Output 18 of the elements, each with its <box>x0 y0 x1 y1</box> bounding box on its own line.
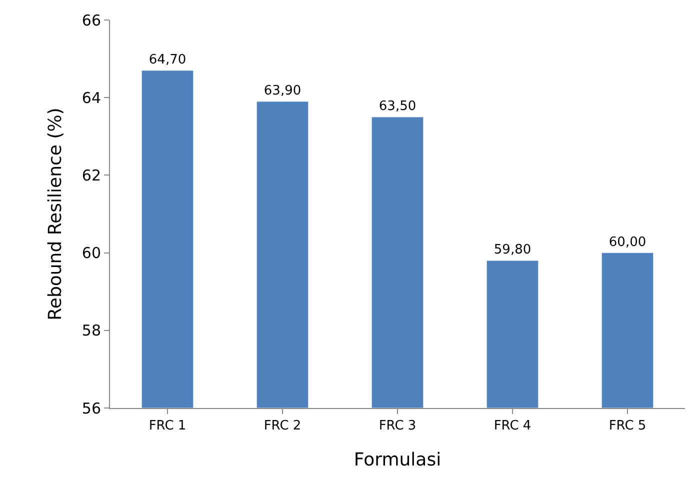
data-label: 60,00 <box>608 234 646 250</box>
y-tick-label: 64 <box>82 88 101 107</box>
y-tick-label: 58 <box>82 322 101 340</box>
y-tick-label: 66 <box>82 11 101 30</box>
y-axis-title: Rebound Resilience (%) <box>45 108 66 320</box>
x-tick-label: FRC 1 <box>148 418 186 434</box>
x-tick-label: FRC 4 <box>494 418 532 434</box>
data-label: 63,90 <box>264 83 302 98</box>
y-tick-label: 56 <box>82 399 101 418</box>
data-label: 59,80 <box>494 242 532 258</box>
data-label: 63,50 <box>378 99 416 114</box>
x-tick-label: FRC 3 <box>378 418 416 434</box>
y-tick-label: 62 <box>82 166 101 184</box>
x-axis-title: Formulasi <box>354 450 442 471</box>
data-label: 64,70 <box>148 52 186 68</box>
x-tick-label: FRC 5 <box>608 418 646 434</box>
x-tick-label: FRC 2 <box>264 418 302 434</box>
y-tick-label: 60 <box>82 244 101 262</box>
